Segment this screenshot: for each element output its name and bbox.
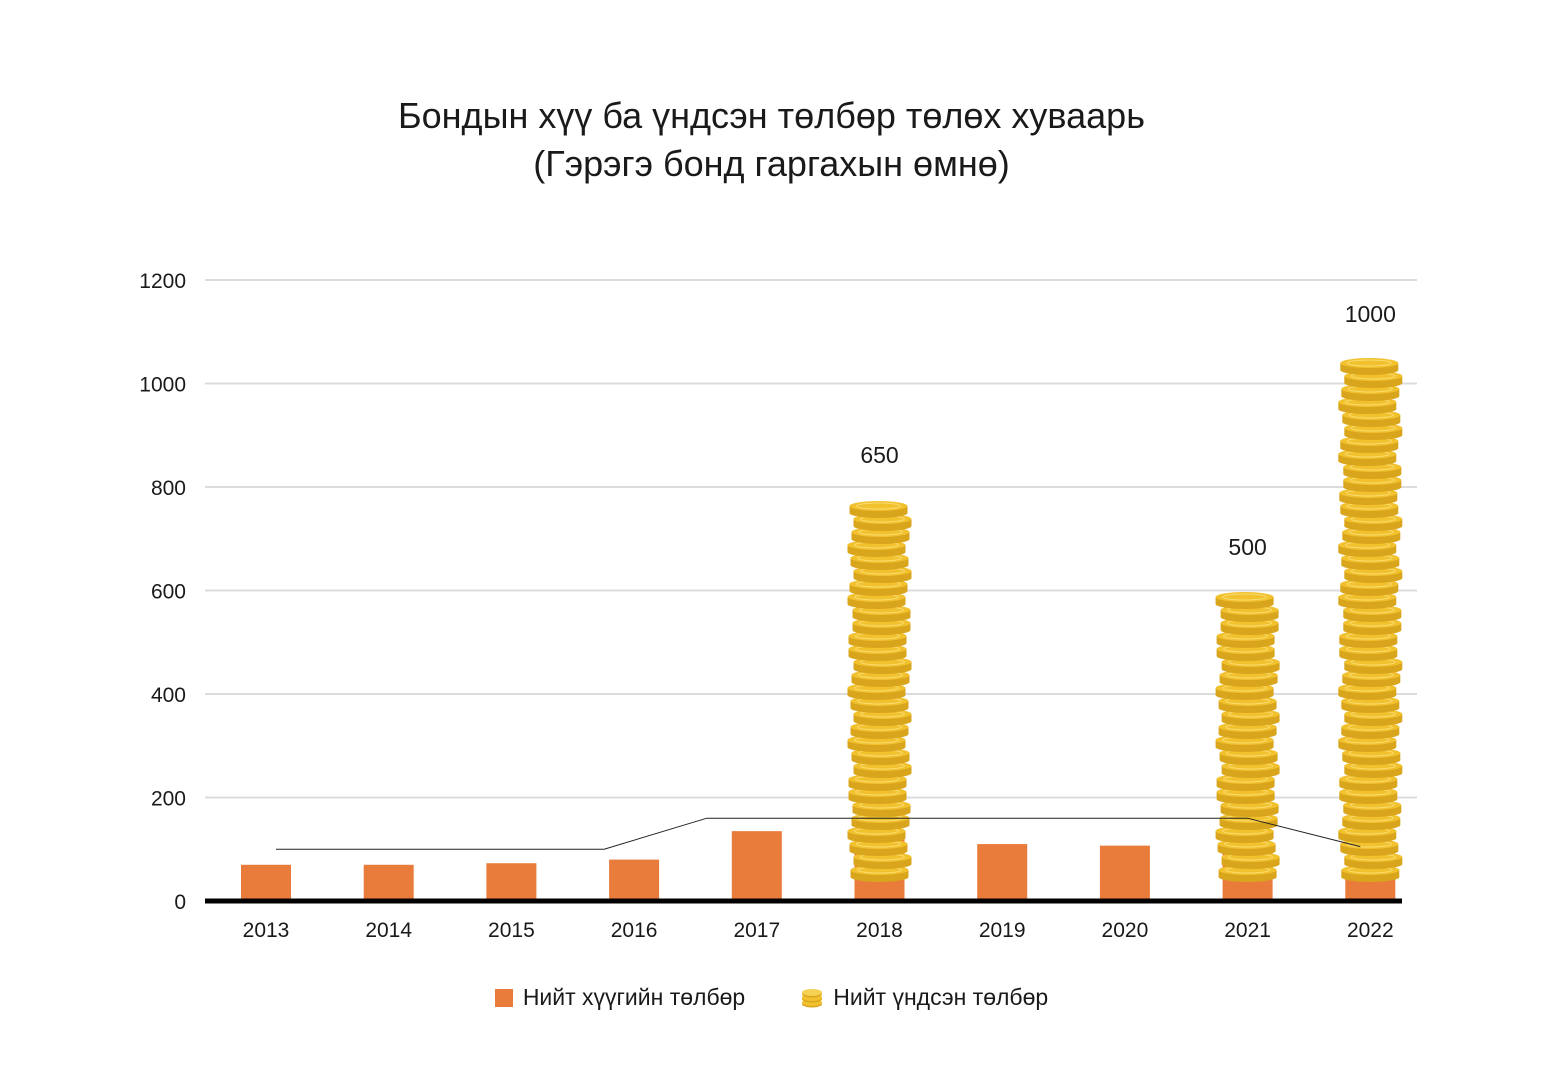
- y-tick-label: 1200: [139, 270, 186, 293]
- x-tick-label: 2016: [611, 919, 658, 942]
- interest-bar: [609, 859, 660, 901]
- coin-stack: [1338, 358, 1403, 882]
- interest-bar: [731, 831, 782, 901]
- x-tick-label: 2018: [856, 919, 903, 942]
- payment-trend-line: [276, 817, 1361, 850]
- y-tick-label: 800: [151, 477, 186, 500]
- x-tick-label: 2014: [365, 919, 412, 942]
- interest-bars: [241, 831, 1396, 901]
- x-tick-label: 2021: [1224, 919, 1271, 942]
- y-tick-label: 200: [151, 788, 186, 811]
- x-axis-ticks: 2013 2014 2015 2016 2017 2018 2019 2020 2021 2022: [243, 919, 1394, 942]
- x-tick-label: 2020: [1102, 919, 1149, 942]
- y-tick-label: 1000: [139, 374, 186, 397]
- interest-bar: [1099, 845, 1150, 901]
- chart-title: Бондын хүү ба үндсэн төлбөр төлөх хуваар…: [0, 92, 1543, 188]
- legend-label-interest: Нийт хүүгийн төлбөр: [522, 984, 746, 1010]
- x-tick-label: 2022: [1347, 919, 1394, 942]
- coin-stack-icon: [802, 988, 823, 1007]
- x-tick-label: 2013: [243, 919, 290, 942]
- coin-stack: [847, 501, 912, 882]
- data-label: 500: [1228, 534, 1266, 560]
- coin-stack: [1215, 592, 1280, 882]
- interest-bar: [363, 864, 414, 901]
- chart-title-line2: (Гэрэгэ бонд гаргахын өмнө): [533, 143, 1010, 184]
- principal-coin-stacks: [847, 358, 1403, 882]
- legend: Нийт хүүгийн төлбөр Нийт үндсэн төлбөр: [0, 984, 1543, 1011]
- x-tick-label: 2019: [979, 919, 1026, 942]
- y-tick-label: 0: [174, 891, 186, 914]
- x-tick-label: 2015: [488, 919, 535, 942]
- interest-bar: [486, 863, 537, 901]
- chart-title-line1: Бондын хүү ба үндсэн төлбөр төлөх хуваар…: [398, 95, 1145, 136]
- y-tick-label: 400: [151, 684, 186, 707]
- gridlines: [205, 279, 1417, 799]
- x-tick-label: 2017: [733, 919, 780, 942]
- interest-swatch: [494, 988, 513, 1007]
- data-labels: 650 500 1000: [860, 301, 1396, 560]
- legend-item-principal: Нийт үндсэн төлбөр: [801, 984, 1048, 1011]
- legend-label-principal: Нийт үндсэн төлбөр: [833, 984, 1049, 1010]
- legend-item-interest: Нийт хүүгийн төлбөр: [494, 984, 746, 1011]
- y-axis-ticks: 0 200 400 600 800 1000 1200: [139, 270, 186, 914]
- interest-bar: [241, 864, 291, 901]
- data-label: 1000: [1345, 301, 1396, 327]
- interest-bar: [977, 844, 1028, 901]
- data-label: 650: [860, 442, 898, 468]
- y-tick-label: 600: [151, 581, 186, 604]
